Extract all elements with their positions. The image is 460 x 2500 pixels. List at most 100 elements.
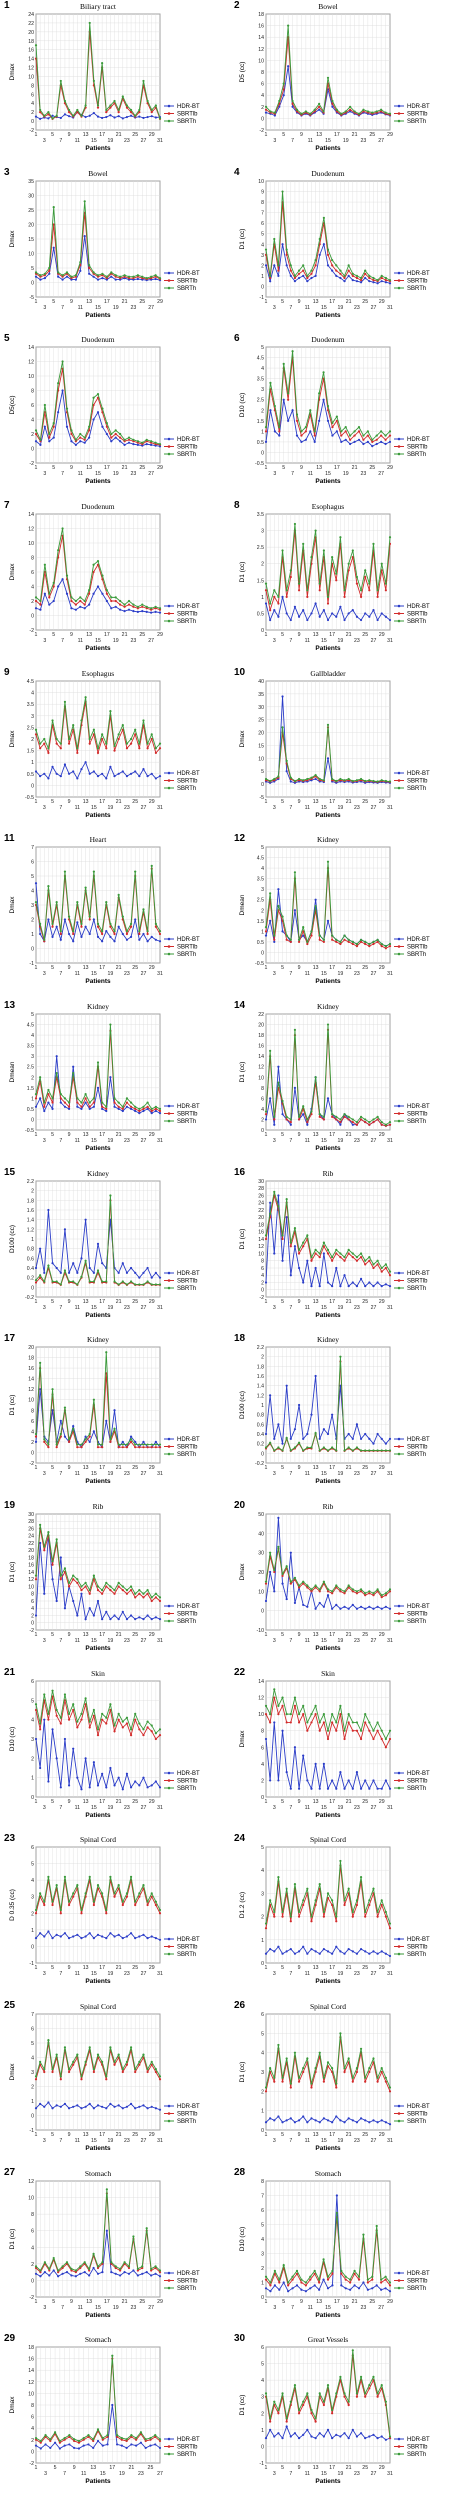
y-tick-label: 0	[261, 2128, 264, 2134]
data-point	[368, 1605, 371, 1608]
data-point	[269, 1201, 272, 1204]
data-point	[326, 1023, 330, 1026]
data-point	[351, 1603, 354, 1606]
y-tick-label: 25	[258, 717, 264, 723]
data-point	[384, 947, 387, 950]
data-point	[347, 263, 350, 267]
data-point	[121, 1109, 124, 1113]
data-point	[318, 102, 321, 105]
data-point	[142, 116, 145, 120]
data-point	[117, 2053, 120, 2056]
data-point	[51, 2070, 54, 2074]
data-point	[277, 1545, 280, 1548]
data-point	[138, 1783, 141, 1787]
legend-marker	[167, 1786, 171, 1789]
data-point	[43, 592, 46, 595]
data-point	[331, 426, 334, 429]
data-point	[285, 1115, 288, 1118]
data-point	[61, 273, 64, 276]
data-point	[134, 1109, 137, 1113]
data-point	[113, 933, 116, 936]
data-point	[297, 2119, 301, 2122]
chart-title: Spinal Cord	[310, 2002, 346, 2011]
data-point	[52, 422, 55, 425]
x-tick-label: 11	[75, 1971, 80, 1977]
y-axis-label: D10 (cc)	[9, 1726, 16, 1751]
data-point	[302, 1438, 305, 1441]
y-tick-label: 0	[261, 1128, 264, 1134]
y-tick-label: 1.6	[257, 1374, 264, 1380]
y-tick-label: 2	[261, 2089, 264, 2095]
data-point	[322, 371, 325, 374]
y-tick-label: 0.5	[27, 1107, 34, 1113]
data-point	[105, 1105, 108, 1108]
data-point	[43, 2070, 46, 2074]
data-point	[113, 1592, 116, 1595]
data-point	[92, 1280, 95, 1283]
data-point	[134, 1904, 137, 1907]
legend-label: SBRTh	[407, 452, 426, 458]
data-point	[273, 263, 276, 267]
data-point	[339, 1770, 342, 1773]
data-point	[384, 1745, 387, 1749]
y-tick-label: 6	[31, 1419, 34, 1425]
data-point	[138, 1727, 141, 1731]
x-tick-label: 15	[321, 305, 327, 311]
data-point	[63, 1876, 67, 1879]
legend-marker	[167, 278, 171, 282]
data-point	[129, 1932, 133, 1935]
data-point	[264, 582, 268, 585]
data-point	[125, 1716, 129, 1719]
data-point	[47, 1443, 50, 1446]
x-tick-label: 17	[99, 1299, 105, 1305]
x-tick-label: 27	[141, 805, 147, 811]
data-point	[125, 742, 129, 745]
data-point	[109, 1702, 112, 1705]
data-point	[119, 603, 122, 606]
data-point	[72, 2063, 75, 2066]
data-point	[65, 270, 69, 274]
x-tick-label: 7	[59, 805, 62, 811]
data-point	[355, 2067, 359, 2070]
data-point	[289, 780, 292, 783]
y-tick-label: 5	[261, 2031, 264, 2037]
data-point	[72, 1427, 75, 1431]
data-point	[74, 444, 77, 447]
data-point	[285, 1887, 288, 1891]
chart-svg: Duodenum-1012345678910135791113151719212…	[239, 169, 430, 319]
legend-marker	[167, 1619, 171, 1623]
data-point	[302, 274, 305, 277]
y-tick-label: 2	[31, 737, 34, 743]
panel-number: 29	[4, 2333, 16, 2345]
data-point	[293, 1428, 297, 1431]
legend-label: SBRTlb	[177, 778, 198, 784]
x-tick-label: 23	[124, 1471, 130, 1477]
data-point	[127, 608, 131, 611]
x-tick-label: 13	[313, 965, 319, 971]
data-point	[138, 1589, 141, 1592]
data-point	[295, 110, 299, 113]
data-point	[380, 441, 383, 444]
data-point	[43, 1718, 46, 1721]
data-point	[364, 941, 367, 944]
data-point	[355, 1284, 359, 1287]
chart-title: Stomach	[315, 2169, 341, 2178]
data-point	[43, 1592, 46, 1595]
x-tick-label: 19	[338, 638, 344, 644]
x-tick-label: 21	[116, 1465, 122, 1471]
data-point	[154, 1592, 157, 1595]
y-tick-label: 5	[31, 1698, 34, 1704]
chart-title: Duodenum	[311, 169, 344, 178]
data-point	[47, 1712, 50, 1715]
data-point	[351, 1911, 354, 1914]
data-point	[322, 1241, 325, 1244]
data-point	[96, 2053, 100, 2056]
y-tick-label: 4	[261, 1273, 264, 1279]
y-axis-label: Dmax	[9, 2063, 16, 2081]
data-point	[314, 1584, 317, 1587]
y-tick-label: -1	[29, 2128, 34, 2134]
data-point	[125, 1282, 129, 1286]
data-point	[121, 1610, 124, 1613]
data-point	[282, 398, 285, 402]
data-point	[134, 1712, 137, 1715]
